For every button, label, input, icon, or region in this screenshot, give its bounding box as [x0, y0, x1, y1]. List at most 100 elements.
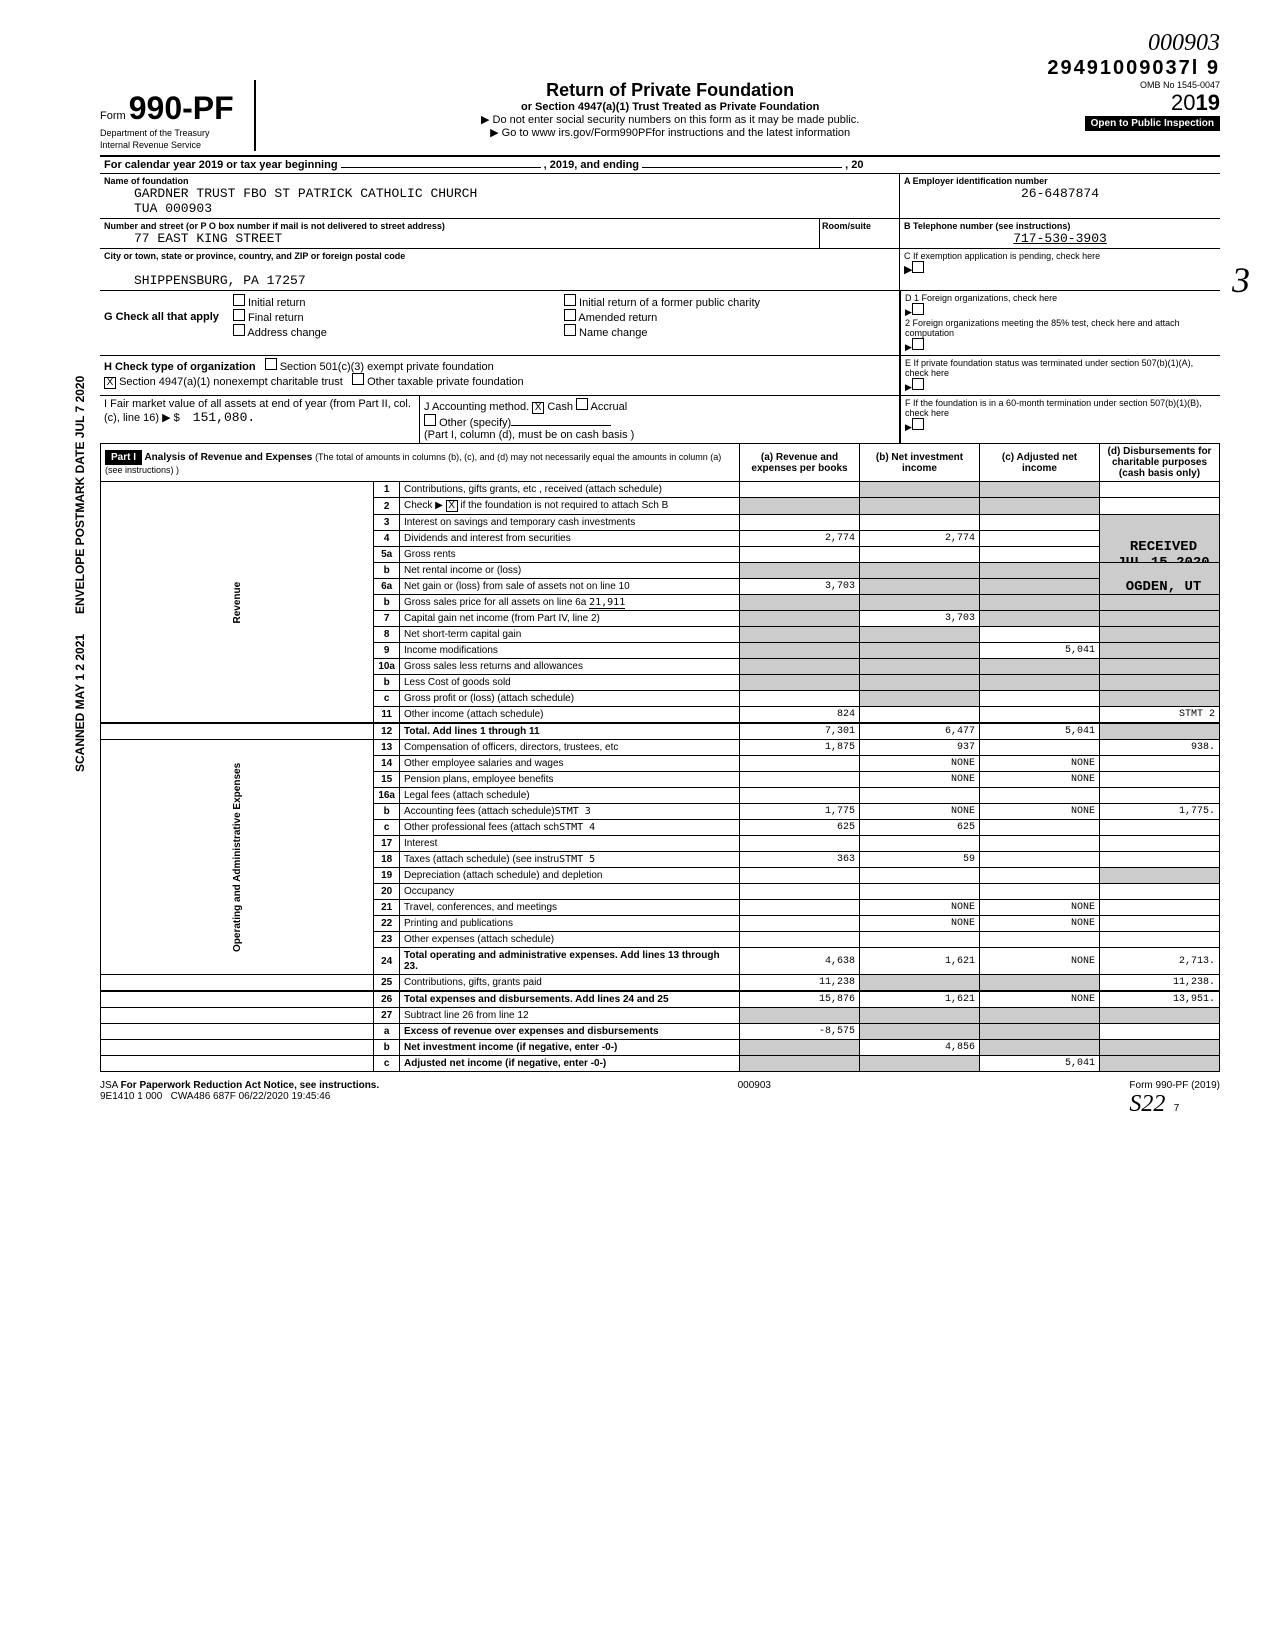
- amount-cell: NONE: [860, 756, 980, 772]
- cash-label: Cash: [547, 401, 573, 413]
- amount-cell: 2,774: [860, 531, 980, 547]
- amount-cell: 3,703: [740, 579, 860, 595]
- line-num: c: [374, 691, 400, 707]
- line-num: 23: [374, 932, 400, 948]
- other-method-checkbox[interactable]: [424, 414, 436, 426]
- amount-cell: 824: [740, 707, 860, 724]
- line-num: 18: [374, 852, 400, 868]
- foreign-85-checkbox[interactable]: [912, 338, 924, 350]
- line-num: 17: [374, 836, 400, 852]
- line-num: 1: [374, 482, 400, 498]
- line-desc: Dividends and interest from securities: [400, 531, 740, 547]
- handwritten-3: 3: [1232, 259, 1250, 301]
- opt-address: Address change: [247, 327, 327, 339]
- amount-cell: 11,238.: [1100, 975, 1220, 992]
- amount-cell: 363: [740, 852, 860, 868]
- form-subtitle1: or Section 4947(a)(1) Trust Treated as P…: [276, 101, 1065, 113]
- section-i-label: I Fair market value of all assets at end…: [104, 398, 411, 424]
- amount-cell: 5,041: [980, 643, 1100, 659]
- section-c-label: C If exemption application is pending, c…: [904, 251, 1216, 261]
- accrual-checkbox[interactable]: [576, 398, 588, 410]
- footer-mid: 000903: [738, 1080, 771, 1118]
- col-d-header: (d) Disbursements for charitable purpose…: [1100, 444, 1220, 482]
- foundation-name-2: TUA 000903: [104, 201, 895, 216]
- phone-value: 717-530-3903: [904, 231, 1216, 246]
- line-desc: Compensation of officers, directors, tru…: [400, 740, 740, 756]
- line-num: 14: [374, 756, 400, 772]
- line-num: 22: [374, 916, 400, 932]
- amount-cell: 59: [860, 852, 980, 868]
- amount-cell: 1,775: [740, 804, 860, 820]
- 4947a1-checkbox[interactable]: X: [104, 377, 116, 389]
- final-return-checkbox[interactable]: [233, 309, 245, 321]
- analysis-table: Part I Analysis of Revenue and Expenses …: [100, 443, 1220, 1072]
- line-desc: Check ▶ X if the foundation is not requi…: [400, 498, 740, 515]
- amount-cell: 2,713.: [1100, 948, 1220, 975]
- 507b1a-checkbox[interactable]: [912, 378, 924, 390]
- line-num: 7: [374, 611, 400, 627]
- line-num: b: [374, 675, 400, 691]
- ein-label: A Employer identification number: [904, 176, 1216, 186]
- opt-other-tax: Other taxable private foundation: [367, 376, 524, 388]
- line-num: 16a: [374, 788, 400, 804]
- amount-cell: NONE: [980, 772, 1100, 788]
- line-desc: Accounting fees (attach schedule)STMT 3: [400, 804, 740, 820]
- opt-amended: Amended return: [578, 312, 657, 324]
- sch-b-checkbox[interactable]: X: [446, 500, 458, 512]
- line-num: 15: [374, 772, 400, 788]
- form-header: Form 990-PF Department of the Treasury I…: [100, 80, 1220, 151]
- name-change-checkbox[interactable]: [564, 324, 576, 336]
- line-desc: Other expenses (attach schedule): [400, 932, 740, 948]
- amount-cell: NONE: [980, 991, 1100, 1008]
- line-num: 8: [374, 627, 400, 643]
- 501c3-checkbox[interactable]: [265, 358, 277, 370]
- room-label: Room/suite: [822, 221, 897, 231]
- amount-cell: NONE: [980, 804, 1100, 820]
- opt-namechange: Name change: [579, 327, 648, 339]
- footer-timestamp: CWA486 687F 06/22/2020 19:45:46: [171, 1091, 331, 1102]
- line-num: 2: [374, 498, 400, 515]
- line-num: b: [374, 804, 400, 820]
- section-g-label: G Check all that apply: [104, 311, 219, 323]
- cash-checkbox[interactable]: X: [532, 402, 544, 414]
- line-desc: Total operating and administrative expen…: [400, 948, 740, 975]
- line-desc: Other income (attach schedule): [400, 707, 740, 724]
- section-d1: D 1 Foreign organizations, check here: [905, 293, 1216, 303]
- handwritten-number: 000903: [1148, 30, 1220, 56]
- line-desc: Gross sales price for all assets on line…: [400, 595, 740, 611]
- amount-cell: 1,775.: [1100, 804, 1220, 820]
- phone-label: B Telephone number (see instructions): [904, 221, 1216, 231]
- amount-cell: 1,621: [860, 948, 980, 975]
- line-desc: Interest: [400, 836, 740, 852]
- line-desc: Less Cost of goods sold: [400, 675, 740, 691]
- part1-header: Part I: [105, 450, 142, 465]
- address-change-checkbox[interactable]: [233, 324, 245, 336]
- former-charity-checkbox[interactable]: [564, 294, 576, 306]
- city-label: City or town, state or province, country…: [104, 251, 895, 261]
- amount-cell: -8,575: [740, 1024, 860, 1040]
- other-taxable-checkbox[interactable]: [352, 373, 364, 385]
- foreign-org-checkbox[interactable]: [912, 303, 924, 315]
- amended-checkbox[interactable]: [564, 309, 576, 321]
- form-subtitle3: ▶ Go to www irs.gov/Form990PFfor instruc…: [276, 126, 1065, 139]
- line-desc: Net short-term capital gain: [400, 627, 740, 643]
- form-subtitle2: ▶ Do not enter social security numbers o…: [276, 113, 1065, 126]
- cash-basis-note: (Part I, column (d), must be on cash bas…: [424, 429, 634, 441]
- line-num: 12: [374, 723, 400, 740]
- line-desc: Depreciation (attach schedule) and deple…: [400, 868, 740, 884]
- amount-cell: NONE: [860, 772, 980, 788]
- form-number: 990-PF: [129, 90, 234, 126]
- line-desc: Contributions, gifts, grants paid: [400, 975, 740, 992]
- exemption-checkbox[interactable]: [912, 261, 924, 273]
- line-num: 3: [374, 515, 400, 531]
- paperwork-notice: For Paperwork Reduction Act Notice, see …: [121, 1080, 380, 1091]
- 507b1b-checkbox[interactable]: [912, 418, 924, 430]
- line-num: c: [374, 1056, 400, 1072]
- line-desc: Adjusted net income (if negative, enter …: [400, 1056, 740, 1072]
- initial-return-checkbox[interactable]: [233, 294, 245, 306]
- section-h-label: H Check type of organization: [104, 361, 256, 373]
- section-i-value: 151,080.: [183, 410, 255, 425]
- jsa-label: JSA: [100, 1080, 118, 1091]
- other-specify: Other (specify): [439, 417, 511, 429]
- year-prefix: 20: [1171, 90, 1195, 115]
